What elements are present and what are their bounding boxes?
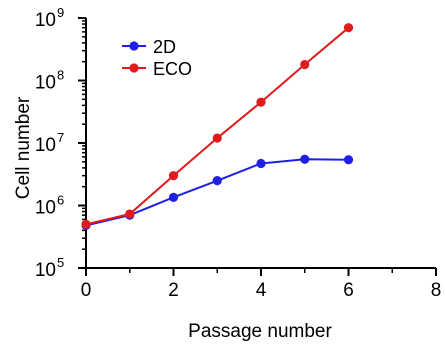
y-tick-label-exponent: 8 bbox=[57, 68, 64, 83]
series-layer bbox=[81, 23, 354, 231]
y-tick-label-exponent: 7 bbox=[57, 130, 64, 145]
x-tick-label: 8 bbox=[431, 280, 442, 301]
series-eco bbox=[81, 23, 354, 229]
y-axis-title: Cell number bbox=[13, 96, 34, 199]
data-point bbox=[256, 158, 266, 169]
data-point bbox=[168, 171, 179, 181]
y-tick-label: 10 bbox=[35, 135, 56, 156]
x-tick-label: 6 bbox=[343, 280, 354, 301]
legend-label: ECO bbox=[153, 59, 192, 79]
legend-item: 2D bbox=[122, 37, 176, 57]
data-point bbox=[343, 155, 354, 165]
series-line bbox=[85, 26, 350, 226]
x-axis-title: Passage number bbox=[188, 321, 332, 342]
legend-swatch-marker bbox=[129, 63, 139, 73]
data-point bbox=[300, 59, 310, 70]
y-tick-label: 10 bbox=[35, 198, 56, 219]
x-tick-label: 0 bbox=[81, 280, 92, 301]
data-point bbox=[343, 23, 354, 33]
data-point bbox=[168, 192, 179, 202]
data-point bbox=[300, 154, 310, 164]
legend-item: ECO bbox=[122, 59, 192, 79]
y-tick-label-exponent: 9 bbox=[57, 5, 64, 20]
y-tick-label: 10 bbox=[35, 260, 56, 281]
data-point bbox=[81, 219, 91, 229]
y-tick-label-exponent: 5 bbox=[57, 255, 64, 270]
legend-label: 2D bbox=[153, 37, 176, 57]
y-tick-label: 10 bbox=[35, 10, 56, 31]
x-tick-label: 2 bbox=[168, 280, 179, 301]
data-point bbox=[256, 97, 266, 107]
y-tick-label: 10 bbox=[35, 73, 56, 94]
legend-swatch-marker bbox=[129, 41, 139, 51]
x-tick-label: 4 bbox=[256, 280, 267, 301]
data-point bbox=[212, 176, 222, 186]
series-2d bbox=[81, 154, 354, 231]
data-point bbox=[125, 209, 135, 219]
axes: 10 510 610 710 810 90 2 4 6 8 bbox=[35, 5, 441, 301]
data-point bbox=[212, 133, 222, 143]
y-tick-label-exponent: 6 bbox=[57, 193, 64, 208]
